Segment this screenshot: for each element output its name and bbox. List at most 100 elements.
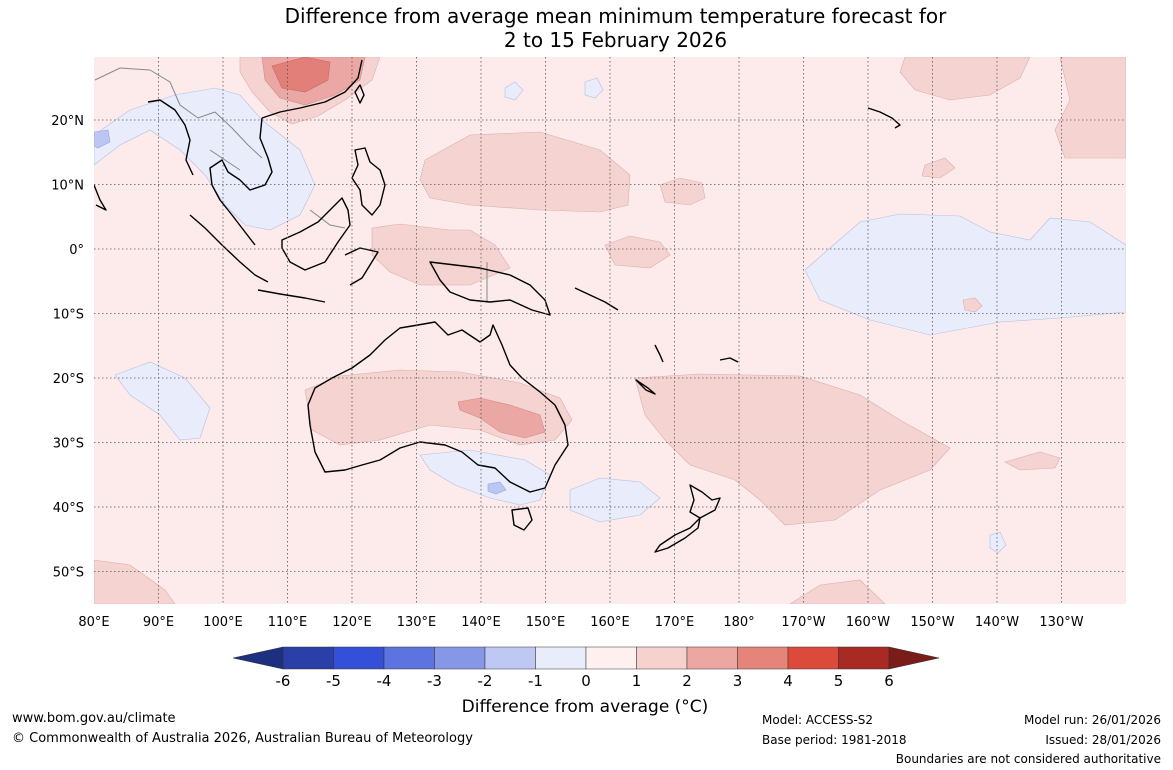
coast-sumatra: [189, 214, 269, 283]
cool-region-mainland-se-asia: [94, 87, 316, 231]
colorbar-label: Difference from average (°C): [461, 697, 709, 717]
lat-label: 40°S: [53, 501, 84, 516]
colorbar-swatch: [484, 646, 536, 670]
warm-region-southwest: [94, 559, 176, 604]
colorbar-swatch: [333, 646, 385, 670]
warm-region-far-south: [789, 579, 886, 604]
warm-region-equatorial: [604, 235, 671, 269]
border-myanmar-china: [149, 69, 216, 119]
lon-label: 80°E: [78, 615, 109, 630]
coast-solomons: [574, 287, 619, 311]
lon-label: 140°W: [975, 615, 1019, 630]
cool-core-bass-strait: [487, 481, 507, 495]
gridlines: [94, 57, 1126, 604]
warm-region-north-pacific: [419, 131, 631, 213]
border-china-north: [94, 67, 151, 81]
lon-label: 160°W: [846, 615, 890, 630]
colorbar-swatch: [737, 646, 789, 670]
coast-thailand-malay: [209, 159, 256, 246]
lat-label: 10°N: [51, 179, 84, 194]
coast-vanuatu: [654, 344, 664, 363]
colorbar-tick: -3: [427, 672, 442, 690]
coast-new-guinea: [429, 261, 551, 316]
cool-anomaly-regions: [94, 77, 1126, 554]
coast-new-zealand-south: [654, 517, 701, 553]
coast-fiji: [719, 357, 739, 363]
coast-india-east: [94, 184, 107, 211]
cool-region-small-south: [989, 531, 1007, 554]
copyright-text: © Commonwealth of Australia 2026, Austra…: [12, 731, 473, 746]
model-run-date: Model run: 26/01/2026: [1023, 713, 1161, 727]
website-link[interactable]: www.bom.gov.au/climate: [12, 711, 176, 726]
coast-bangladesh-myanmar: [147, 99, 194, 176]
boundaries-disclaimer: Boundaries are not considered authoritat…: [895, 752, 1161, 766]
warm-region-small-central: [962, 297, 983, 313]
colorbar-swatch: [585, 646, 637, 670]
chart-title: Difference from average mean minimum tem…: [0, 4, 1173, 52]
colorbar-tick: 6: [884, 672, 894, 690]
lon-label: 120°E: [332, 615, 372, 630]
coastlines: [94, 59, 901, 553]
cool-anomaly-core-regions: [94, 129, 507, 495]
cool-region-tasman: [569, 477, 661, 523]
title-line-2: 2 to 15 February 2026: [503, 28, 728, 52]
coast-china-south: [261, 59, 363, 119]
country-borders: [94, 67, 488, 302]
border-thailand-cambodia: [209, 149, 241, 171]
lon-label: 150°W: [910, 615, 954, 630]
coast-vietnam: [239, 117, 273, 191]
lon-label: 170°E: [655, 615, 695, 630]
coast-hawaii: [867, 107, 901, 129]
coast-sulawesi: [344, 247, 379, 286]
coast-new-zealand-north: [689, 484, 721, 519]
colorbar-tick: 2: [682, 672, 692, 690]
lon-label: 110°E: [268, 615, 308, 630]
colorbar-tick: -4: [377, 672, 392, 690]
colorbar-swatch: [636, 646, 688, 670]
lat-label: 20°N: [51, 114, 84, 129]
warm-anomaly-regions: [94, 57, 1126, 604]
colorbar-swatch: [383, 646, 435, 670]
lat-label: 20°S: [53, 372, 84, 387]
cool-region-equatorial-east: [804, 213, 1126, 336]
warm-region-new-guinea: [371, 223, 511, 286]
colorbar-tick: 0: [581, 672, 591, 690]
coast-australia: [307, 321, 569, 493]
cool-region-indian-ocean: [114, 361, 211, 441]
warm-region-south-pacific: [634, 373, 951, 526]
cool-region-small-northeast: [584, 77, 604, 99]
colorbar-swatch: [787, 646, 839, 670]
lon-label: 140°E: [461, 615, 501, 630]
lat-label: 50°S: [53, 566, 84, 581]
model-name: Model: ACCESS-S2: [762, 713, 874, 727]
warm-region-east-north-pacific: [1054, 57, 1126, 159]
warm-peak-china: [271, 57, 331, 93]
lon-label: 160°E: [590, 615, 630, 630]
coast-java: [257, 289, 326, 303]
lon-label: 180°: [723, 615, 754, 630]
colorbar-tick: 4: [783, 672, 793, 690]
lon-label: 170°W: [781, 615, 825, 630]
lat-label: 0°: [69, 243, 84, 258]
longitude-labels: 80°E 90°E 100°E 110°E 120°E 130°E 140°E 150°E 16…: [78, 615, 1083, 630]
coast-philippines: [351, 147, 386, 216]
cool-region-small-north: [504, 81, 524, 101]
coast-borneo: [281, 197, 351, 271]
lon-label: 90°E: [143, 615, 174, 630]
colorbar-tick: 1: [632, 672, 642, 690]
coast-new-caledonia: [635, 379, 656, 395]
colorbar-swatch: [282, 646, 334, 670]
lon-label: 130°W: [1039, 615, 1083, 630]
issued-date: Issued: 28/01/2026: [1045, 733, 1161, 747]
colorbar-tick: -6: [276, 672, 291, 690]
colorbar-tick-labels: -6 -5 -4 -3 -2 -1 0 1 2 3 4 5 6: [276, 672, 894, 690]
border-borneo: [309, 209, 346, 229]
title-line-1: Difference from average mean minimum tem…: [284, 4, 947, 28]
colorbar-swatch: [535, 646, 587, 670]
colorbar-over-arrow: [888, 646, 940, 670]
lon-label: 150°E: [526, 615, 566, 630]
lon-label: 100°E: [203, 615, 243, 630]
lon-label: 130°E: [397, 615, 437, 630]
colorbar-tick: -2: [478, 672, 493, 690]
